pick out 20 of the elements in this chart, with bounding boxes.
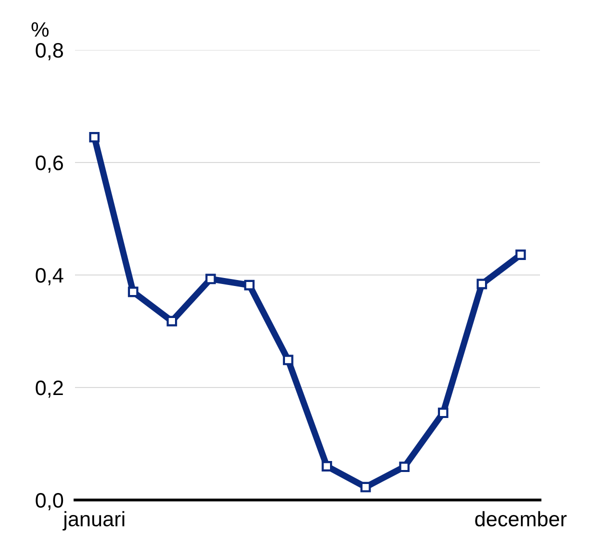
point (244, 280, 255, 290)
point (515, 250, 526, 260)
y-tick-label: 0,8 (36, 43, 63, 60)
point (166, 316, 178, 326)
point (322, 461, 332, 472)
point (282, 354, 294, 366)
y-tick-label: 0,0 (36, 493, 64, 510)
y-tick-label: 0,4 (36, 268, 64, 286)
point (438, 408, 448, 418)
x-tick-label: december (475, 511, 567, 526)
point (399, 462, 410, 472)
point (476, 278, 488, 290)
y-tick-label: 0,6 (36, 156, 63, 173)
point (89, 132, 100, 142)
x-tick-label: januari (62, 511, 124, 531)
y-tick-label: 0,2 (36, 380, 63, 398)
point (128, 286, 138, 298)
y-axis-title: % (32, 22, 49, 37)
point (360, 482, 371, 492)
point (205, 274, 216, 284)
